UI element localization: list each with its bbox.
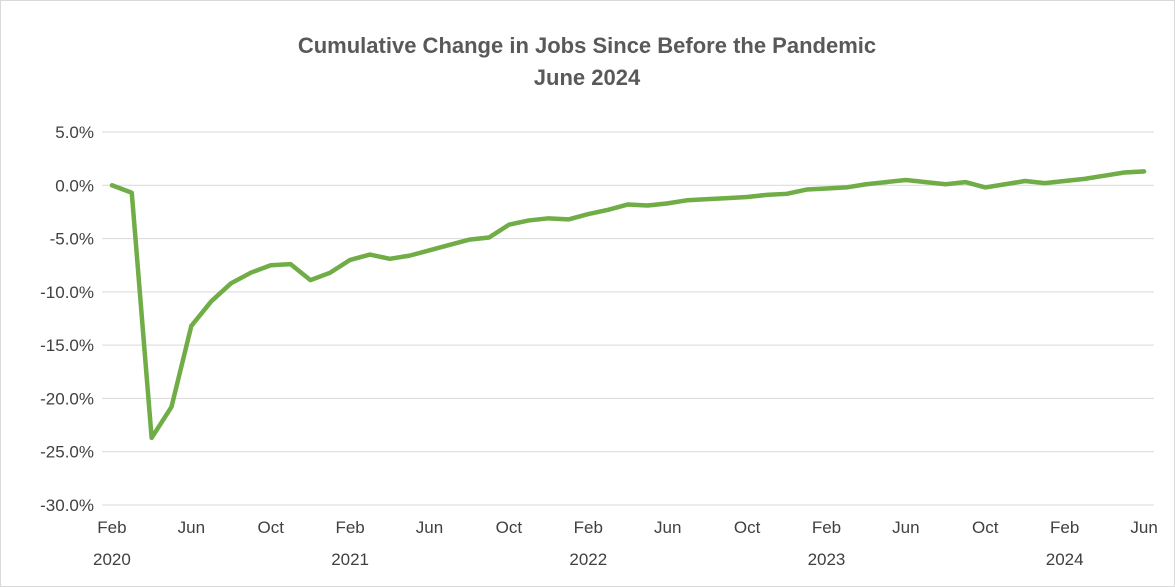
x-tick-label: Feb	[812, 518, 841, 537]
x-tick-label: Oct	[734, 518, 761, 537]
y-tick-label: -15.0%	[40, 336, 94, 355]
x-tick-label: Jun	[416, 518, 443, 537]
y-tick-label: -25.0%	[40, 443, 94, 462]
series-line-jobs-change	[109, 169, 1147, 441]
x-tick-label: Jun	[892, 518, 919, 537]
x-tick-year-label: 2020	[93, 550, 131, 569]
y-tick-label: -5.0%	[50, 230, 94, 249]
y-axis-ticks: 5.0% 0.0% -5.0% -10.0% -15.0% -20.0% -25.0% -30…	[40, 123, 94, 515]
chart-title: Cumulative Change in Jobs Since Before t…	[298, 33, 876, 58]
y-tick-label: -10.0%	[40, 283, 94, 302]
x-axis-ticks: Feb 2020 Jun Oct Feb 2021 Jun Oct Feb 2022 Jun Oct F…	[93, 518, 1158, 569]
x-tick-year-label: 2021	[331, 550, 369, 569]
x-tick-label: Jun	[654, 518, 681, 537]
x-tick-label: Jun	[1130, 518, 1157, 537]
x-tick-label: Oct	[972, 518, 999, 537]
x-tick-year-label: 2023	[808, 550, 846, 569]
x-tick-label: Feb	[1050, 518, 1079, 537]
x-tick-year-label: 2022	[569, 550, 607, 569]
x-tick-label: Oct	[257, 518, 284, 537]
y-tick-label: -20.0%	[40, 389, 94, 408]
series-layer	[109, 169, 1147, 441]
x-tick-label: Feb	[97, 518, 126, 537]
gridlines	[102, 131, 1154, 506]
y-tick-label: 0.0%	[55, 176, 94, 195]
x-tick-label: Oct	[496, 518, 523, 537]
x-tick-label: Feb	[335, 518, 364, 537]
x-tick-label: Feb	[574, 518, 603, 537]
y-tick-label: 5.0%	[55, 123, 94, 142]
x-tick-year-label: 2024	[1046, 550, 1084, 569]
x-tick-label: Jun	[178, 518, 205, 537]
y-tick-label: -30.0%	[40, 496, 94, 515]
chart-subtitle: June 2024	[534, 65, 641, 90]
